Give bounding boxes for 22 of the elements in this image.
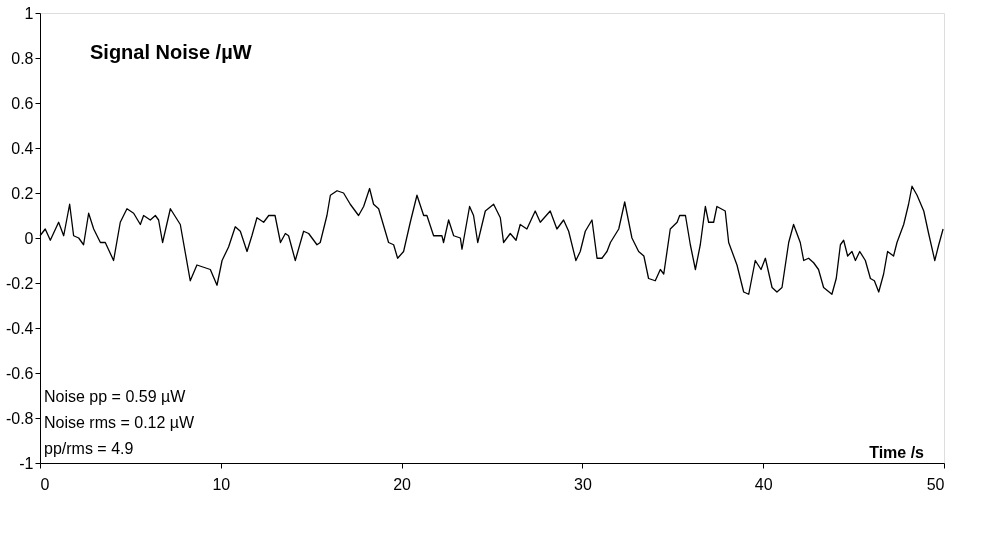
- y-tick-label: -1: [19, 454, 34, 472]
- annotation: pp/rms = 4.9: [44, 440, 134, 457]
- y-tick-label: 0.4: [11, 139, 34, 157]
- x-tick-label: 10: [212, 475, 231, 493]
- x-tick-label: 30: [574, 475, 592, 493]
- y-tick-label: -0.8: [5, 409, 34, 427]
- x-axis-title: Time /s: [869, 444, 925, 461]
- x-tick-label: 40: [754, 475, 773, 493]
- y-tick-label: 0.2: [11, 184, 34, 202]
- annotation: Noise pp = 0.59 µW: [44, 388, 187, 405]
- annotation: Noise rms = 0.12 µW: [44, 414, 196, 431]
- text: Signal Noise /µW: [90, 41, 252, 63]
- y-tick-label: 0: [24, 229, 34, 247]
- y-tick-label: -0.2: [5, 274, 34, 292]
- x-tick-label: 50: [926, 475, 945, 493]
- x-tick-label: 20: [393, 475, 412, 493]
- y-tick-label: -0.6: [5, 364, 34, 382]
- y-tick-label: -0.4: [5, 319, 34, 337]
- y-tick-label: 1: [24, 4, 34, 22]
- y-tick-label: 0.6: [11, 94, 34, 112]
- x-tick-label: 0: [40, 475, 50, 493]
- y-tick-label: 0.8: [11, 49, 34, 67]
